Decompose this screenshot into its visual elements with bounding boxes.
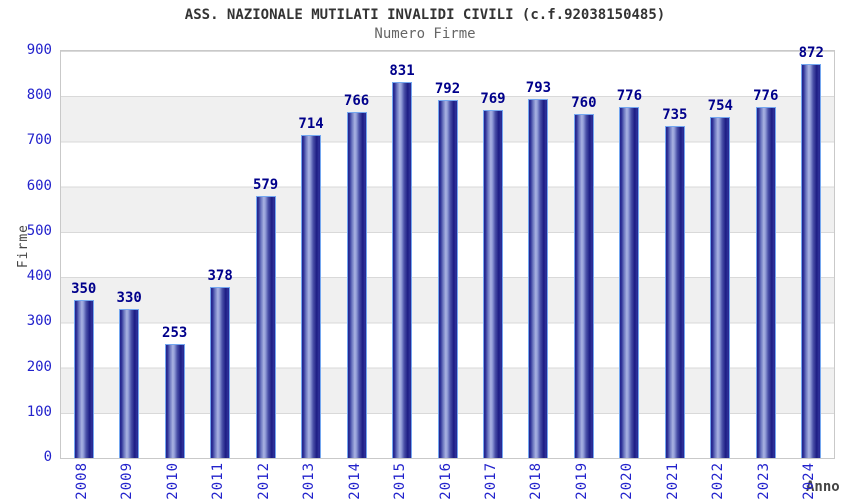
bar: [255, 196, 276, 458]
x-tick-label: 2023: [755, 462, 772, 500]
y-tick-label: 600: [26, 177, 52, 194]
x-tick-label: 2008: [73, 462, 90, 500]
y-tick-label: 700: [26, 132, 52, 149]
x-tick-label: 2022: [710, 462, 727, 500]
bar-value-label: 872: [798, 45, 824, 61]
y-tick-label: 500: [26, 222, 52, 239]
bar-value-label: 776: [616, 88, 643, 104]
bar: [801, 64, 822, 458]
bar: [346, 112, 367, 458]
bar-value-label: 378: [207, 268, 233, 284]
bar: [664, 126, 685, 458]
bar: [482, 110, 503, 458]
x-tick-label: 2019: [573, 462, 590, 500]
x-tick-label: 2014: [346, 462, 363, 500]
bar-value-label: 760: [571, 95, 597, 111]
bar-value-label: 579: [252, 177, 279, 193]
x-axis-title: Anno: [806, 479, 840, 495]
bar-value-label: 831: [389, 63, 415, 79]
bar-value-label: 330: [116, 290, 142, 306]
bar-value-label: 792: [434, 81, 461, 97]
y-tick-label: 400: [26, 268, 52, 285]
x-tick-label: 2010: [164, 462, 181, 500]
bar-value-label: 735: [662, 107, 688, 123]
x-tick-label: 2024: [801, 462, 818, 500]
x-tick-label: 2020: [619, 462, 636, 500]
bar: [210, 287, 231, 458]
y-tick-label: 800: [26, 87, 52, 104]
y-tick-label: 300: [26, 313, 52, 330]
y-tick-label: 900: [26, 42, 52, 58]
y-tick-label: 0: [43, 449, 52, 465]
bar: [619, 107, 640, 458]
bar-value-label: 766: [343, 93, 370, 109]
bar-value-label: 754: [707, 98, 733, 114]
y-tick-label: 200: [26, 358, 52, 375]
x-tick-label: 2018: [528, 462, 545, 500]
bar: [164, 344, 185, 458]
bar: [301, 135, 322, 458]
bar-value-label: 350: [71, 281, 97, 297]
x-tick-label: 2012: [255, 462, 272, 500]
bar: [573, 114, 594, 458]
bar-value-label: 253: [162, 325, 188, 341]
bar-value-label: 776: [753, 88, 779, 104]
chart-title: ASS. NAZIONALE MUTILATI INVALIDI CIVILI …: [184, 7, 666, 23]
x-tick-label: 2017: [482, 462, 499, 500]
x-tick-label: 2013: [301, 462, 318, 500]
chart-subtitle: Numero Firme: [374, 26, 476, 42]
bar: [119, 309, 140, 458]
bar-value-label: 714: [298, 116, 324, 132]
bar: [755, 107, 776, 458]
bar: [437, 100, 458, 458]
x-tick-label: 2011: [210, 462, 227, 500]
bar: [392, 82, 413, 458]
plot-area: 350 330 253 378 579 714 766 831 792 769 793 760 776 7…: [60, 45, 835, 459]
bar: [710, 117, 731, 458]
bar-value-label: 769: [480, 91, 506, 107]
x-tick-label: 2009: [119, 462, 136, 500]
x-tick-label: 2021: [664, 462, 681, 500]
x-tick-label: 2016: [437, 462, 454, 500]
bar: [528, 99, 549, 458]
bar: [73, 300, 94, 458]
y-tick-label: 100: [26, 403, 52, 420]
x-tick-label: 2015: [392, 462, 409, 500]
bar-value-label: 793: [525, 80, 552, 96]
